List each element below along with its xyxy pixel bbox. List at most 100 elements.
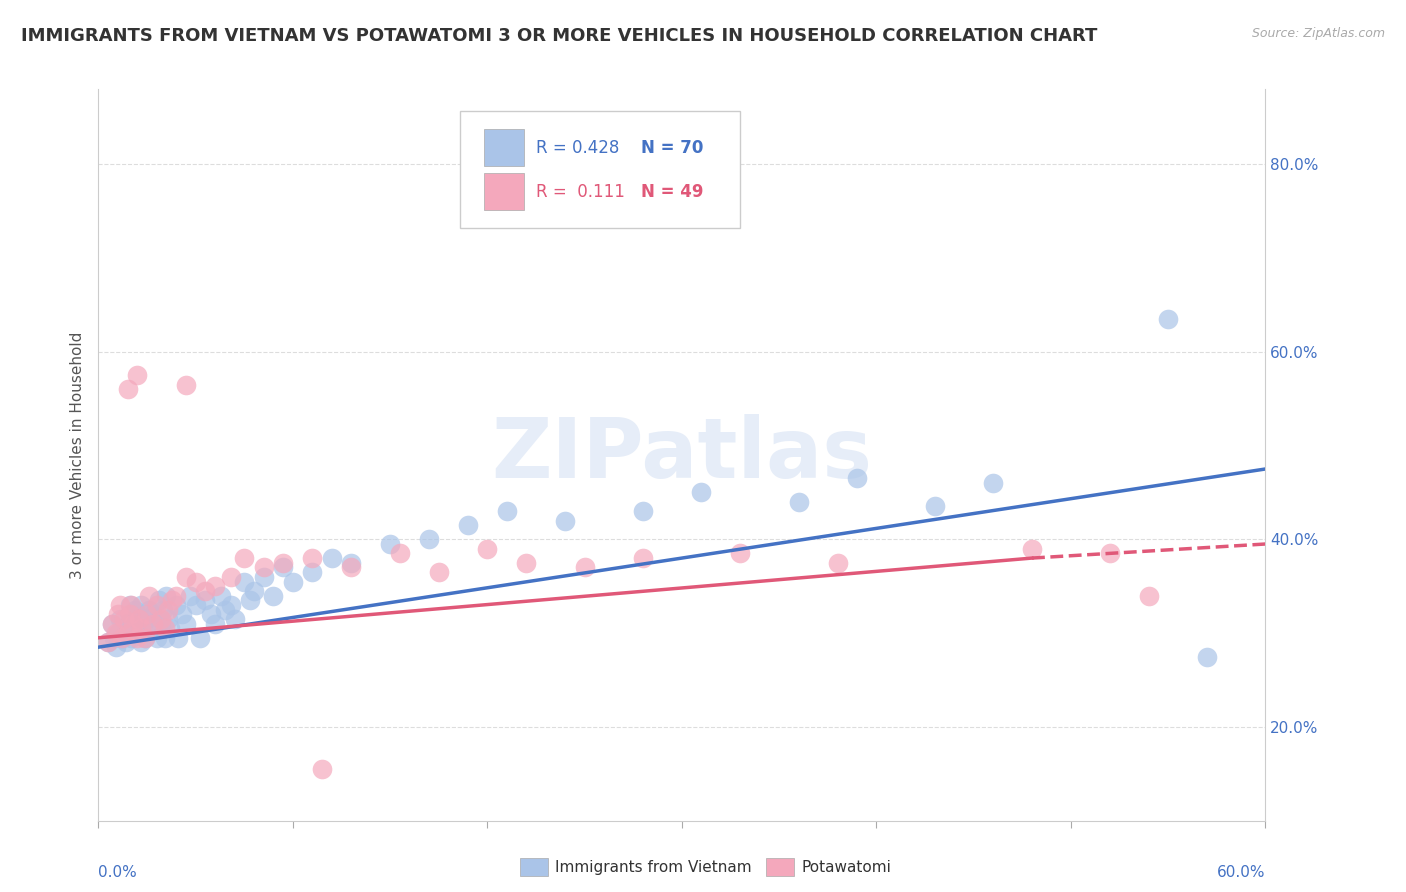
Point — [148, 593, 170, 607]
Point — [690, 485, 713, 500]
Point — [204, 616, 226, 631]
Point — [117, 382, 139, 396]
Point — [111, 631, 134, 645]
Point — [97, 635, 120, 649]
Point — [103, 631, 125, 645]
Point — [239, 593, 262, 607]
Point — [155, 589, 177, 603]
Point — [138, 602, 160, 616]
Point — [117, 626, 139, 640]
Point — [139, 621, 162, 635]
Text: N = 49: N = 49 — [641, 183, 703, 201]
Point — [321, 551, 343, 566]
Point — [184, 598, 207, 612]
Point — [184, 574, 207, 589]
Point — [146, 598, 169, 612]
Point — [112, 612, 135, 626]
Point — [97, 635, 120, 649]
Point — [340, 556, 363, 570]
Point — [194, 583, 217, 598]
Point — [111, 631, 134, 645]
Point — [846, 471, 869, 485]
Point — [127, 631, 149, 645]
Point — [253, 560, 276, 574]
Point — [128, 612, 150, 626]
Point — [457, 518, 479, 533]
Text: Source: ZipAtlas.com: Source: ZipAtlas.com — [1251, 27, 1385, 40]
Point — [981, 476, 1004, 491]
Text: R =  0.111: R = 0.111 — [536, 183, 624, 201]
Point — [427, 565, 450, 579]
Point — [122, 616, 145, 631]
Point — [142, 607, 165, 622]
Point — [127, 626, 149, 640]
Text: ZIPatlas: ZIPatlas — [492, 415, 872, 495]
Point — [121, 631, 143, 645]
Point — [118, 598, 141, 612]
Point — [157, 612, 180, 626]
Point — [142, 616, 165, 631]
Point — [118, 607, 141, 622]
Point — [574, 560, 596, 574]
Point — [311, 762, 333, 776]
Point — [127, 368, 149, 383]
Point — [136, 612, 159, 626]
Y-axis label: 3 or more Vehicles in Household: 3 or more Vehicles in Household — [69, 331, 84, 579]
Point — [388, 546, 411, 560]
Point — [224, 612, 246, 626]
Point — [1021, 541, 1043, 556]
Point — [477, 541, 499, 556]
Point — [117, 616, 139, 631]
Point — [132, 621, 155, 635]
Bar — [484, 173, 524, 210]
Point — [515, 556, 537, 570]
Point — [165, 598, 187, 612]
Point — [104, 640, 127, 655]
Point — [281, 574, 304, 589]
Point — [204, 579, 226, 593]
Point — [101, 616, 124, 631]
Point — [243, 583, 266, 598]
Point — [149, 616, 172, 631]
Point — [107, 607, 129, 622]
Point — [301, 551, 323, 566]
Point — [179, 589, 201, 603]
Point — [146, 631, 169, 645]
Point — [233, 574, 256, 589]
Point — [107, 626, 129, 640]
Point — [157, 602, 180, 616]
Point — [380, 537, 402, 551]
Point — [631, 504, 654, 518]
Point — [128, 612, 150, 626]
Point — [188, 631, 211, 645]
Point — [121, 598, 143, 612]
Point — [219, 598, 242, 612]
Point — [787, 495, 810, 509]
Point — [162, 593, 184, 607]
Point — [129, 621, 152, 635]
Point — [301, 565, 323, 579]
Text: 60.0%: 60.0% — [1218, 864, 1265, 880]
Bar — [484, 129, 524, 166]
Point — [1137, 589, 1160, 603]
Point — [219, 570, 242, 584]
Point — [209, 589, 232, 603]
Point — [496, 504, 519, 518]
Point — [194, 593, 217, 607]
Point — [174, 570, 197, 584]
Point — [233, 551, 256, 566]
Point — [253, 570, 276, 584]
Point — [924, 500, 946, 514]
Point — [174, 616, 197, 631]
Point — [340, 560, 363, 574]
Point — [631, 551, 654, 566]
Point — [108, 598, 131, 612]
Point — [112, 621, 135, 635]
Point — [152, 602, 174, 616]
Point — [124, 602, 146, 616]
FancyBboxPatch shape — [460, 112, 741, 228]
Text: IMMIGRANTS FROM VIETNAM VS POTAWATOMI 3 OR MORE VEHICLES IN HOUSEHOLD CORRELATIO: IMMIGRANTS FROM VIETNAM VS POTAWATOMI 3 … — [21, 27, 1098, 45]
Point — [170, 607, 193, 622]
Point — [167, 631, 190, 645]
Point — [129, 598, 152, 612]
